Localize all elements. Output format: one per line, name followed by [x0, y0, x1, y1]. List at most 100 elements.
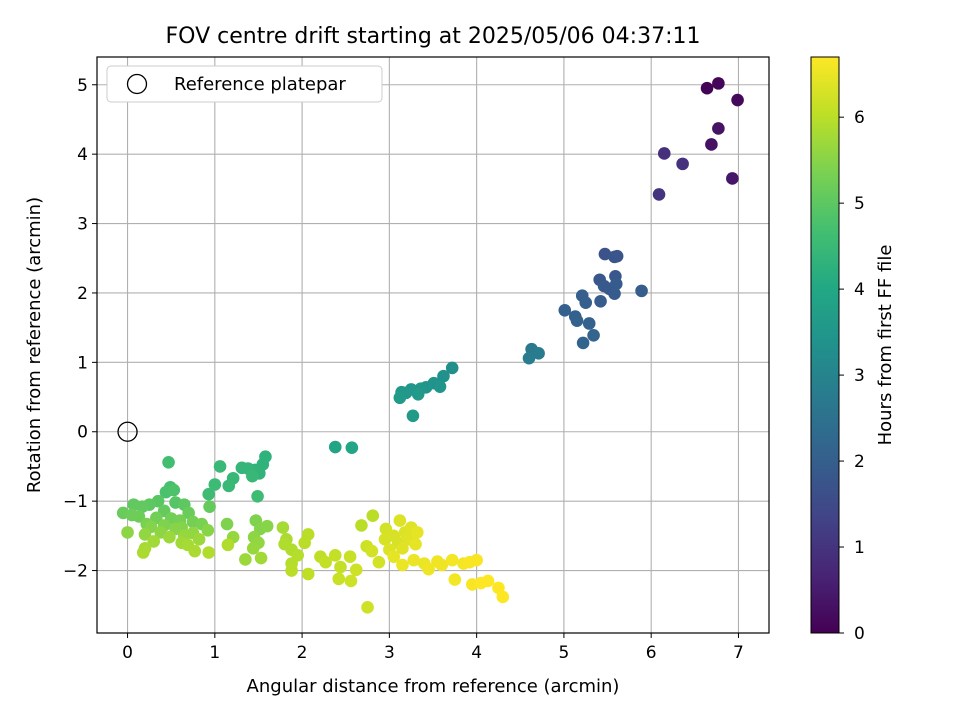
- data-point: [445, 553, 459, 567]
- data-point: [579, 296, 593, 309]
- colorbar-label: Hours from first FF file: [875, 245, 896, 446]
- data-point: [582, 317, 596, 330]
- y-tick-label: −1: [63, 492, 88, 512]
- data-point: [222, 479, 236, 493]
- data-point: [138, 528, 152, 541]
- x-tick-label: 4: [471, 643, 482, 663]
- y-axis-label: Rotation from reference (arcmin): [24, 197, 45, 493]
- data-point: [652, 188, 666, 201]
- data-point: [213, 460, 227, 473]
- data-point: [393, 391, 407, 405]
- data-point: [610, 249, 624, 263]
- data-point: [188, 544, 202, 558]
- y-tick-label: 0: [77, 423, 88, 443]
- data-point: [355, 519, 368, 532]
- legend-box: [106, 65, 383, 103]
- data-point: [712, 77, 725, 90]
- colorbar-tick-label: 6: [854, 108, 865, 128]
- data-point: [162, 455, 175, 469]
- data-point: [470, 553, 483, 567]
- y-tick-label: 1: [77, 353, 88, 373]
- data-point: [396, 542, 409, 555]
- data-point: [301, 567, 315, 581]
- data-points: [116, 77, 744, 614]
- data-point: [365, 544, 379, 558]
- data-point: [570, 314, 584, 328]
- colorbar-tick-label: 2: [854, 452, 865, 472]
- data-point: [344, 574, 358, 588]
- data-point: [147, 535, 161, 548]
- data-point: [276, 521, 290, 534]
- x-axis-ticks: 0 1 2 3 4 5 6 7: [122, 633, 744, 663]
- data-point: [239, 553, 252, 566]
- data-point: [328, 548, 342, 562]
- data-point: [409, 537, 422, 551]
- data-point: [700, 81, 714, 95]
- reference-platepar-marker: [117, 421, 138, 442]
- data-point: [635, 284, 648, 298]
- data-point: [343, 550, 357, 563]
- data-point: [387, 550, 401, 563]
- data-point: [422, 562, 435, 576]
- data-point: [201, 523, 215, 537]
- data-point: [657, 147, 671, 160]
- x-tick-label: 6: [646, 643, 657, 663]
- data-point: [445, 361, 459, 375]
- data-point: [594, 294, 607, 308]
- data-point: [251, 489, 264, 503]
- data-point: [410, 526, 424, 539]
- data-point: [345, 441, 359, 455]
- data-point: [208, 478, 222, 491]
- data-point: [298, 536, 312, 550]
- data-point: [366, 509, 380, 523]
- data-point: [246, 542, 260, 555]
- data-point: [378, 533, 392, 546]
- legend: Reference platepar: [106, 65, 383, 103]
- data-point: [246, 469, 259, 483]
- y-tick-label: 2: [77, 284, 88, 304]
- data-point: [192, 533, 206, 546]
- data-point: [598, 247, 612, 261]
- data-point: [163, 530, 176, 544]
- y-tick-label: 5: [77, 76, 88, 96]
- data-point: [334, 560, 347, 574]
- data-point: [203, 500, 216, 513]
- data-point: [136, 546, 150, 559]
- data-point: [481, 574, 495, 588]
- x-tick-label: 5: [558, 643, 569, 663]
- colorbar-tick-label: 3: [854, 366, 865, 386]
- data-point: [132, 510, 146, 523]
- data-point: [435, 558, 449, 572]
- data-point: [319, 555, 332, 569]
- x-axis-label: Angular distance from reference (arcmin): [247, 676, 620, 697]
- data-point: [361, 601, 374, 614]
- data-point: [372, 555, 386, 569]
- data-point: [393, 514, 407, 527]
- grid: [97, 57, 769, 633]
- y-tick-label: 3: [77, 215, 88, 235]
- plot-frame: [96, 56, 770, 634]
- data-point: [676, 157, 689, 171]
- data-point: [496, 590, 510, 604]
- data-point: [726, 172, 739, 185]
- x-tick-label: 1: [209, 643, 220, 663]
- data-point: [522, 351, 536, 365]
- data-point: [407, 553, 421, 567]
- data-point: [136, 500, 149, 513]
- data-point: [349, 563, 363, 577]
- data-point: [202, 546, 216, 559]
- chart-title: FOV centre drift starting at 2025/05/06 …: [166, 24, 701, 49]
- y-axis-ticks: −2 −1 0 1 2 3 4 5: [63, 76, 97, 582]
- x-tick-label: 3: [384, 643, 395, 663]
- data-point: [285, 564, 298, 577]
- data-point: [254, 551, 268, 565]
- data-point: [235, 461, 249, 475]
- data-point: [532, 347, 545, 360]
- x-tick-label: 2: [297, 643, 308, 663]
- data-point: [260, 519, 274, 533]
- data-point: [433, 380, 447, 393]
- data-point: [712, 122, 725, 135]
- y-tick-label: 4: [77, 145, 88, 165]
- colorbar-tick-label: 1: [854, 538, 865, 558]
